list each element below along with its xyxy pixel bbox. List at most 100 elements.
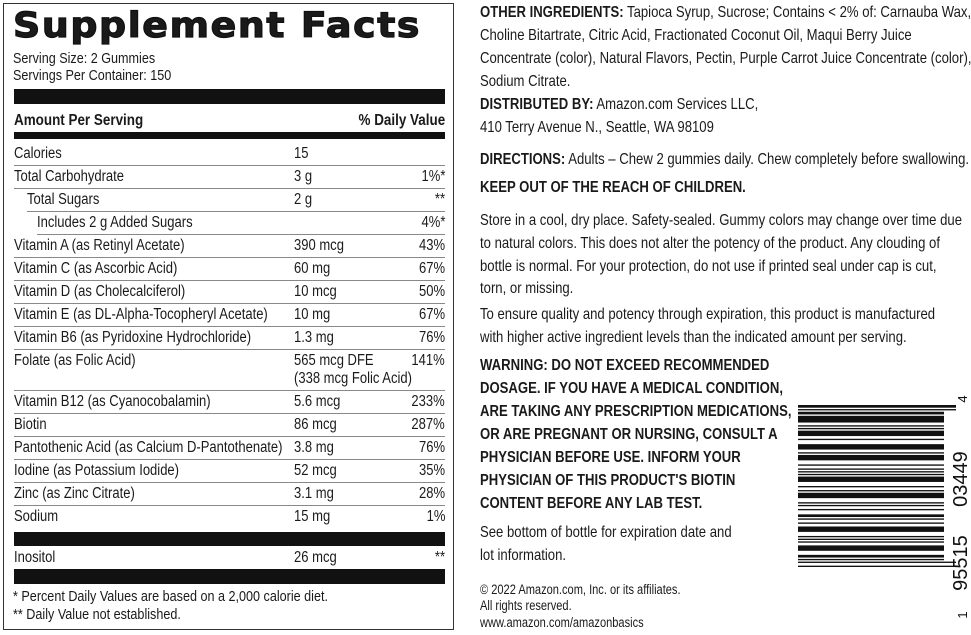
label-heading: PHYSICIAN OF THIS PRODUCT'S BIOTIN xyxy=(480,472,736,489)
thick-divider xyxy=(14,569,445,584)
label-text-line: CONTENT BEFORE ANY LAB TEST. xyxy=(480,495,702,513)
barcode-icon: 1 95515 03449 4 xyxy=(798,395,970,619)
label-heading: KEEP OUT OF THE REACH OF CHILDREN. xyxy=(480,179,746,196)
barcode-bar xyxy=(798,565,956,567)
label-text: Choline Bitartrate, Citric Acid, Fractio… xyxy=(480,27,912,44)
barcode-bar xyxy=(798,430,944,437)
label-text-line: KEEP OUT OF THE REACH OF CHILDREN. xyxy=(480,179,746,197)
nutrient-daily-value: 141% xyxy=(411,352,445,369)
label-text: lot information. xyxy=(480,547,567,564)
barcode-bar xyxy=(798,538,944,540)
thick-divider xyxy=(14,89,445,104)
serving-size: Serving Size: 2 Gummies xyxy=(13,50,156,67)
barcode-digits-left: 95515 xyxy=(950,535,970,591)
barcode-bar xyxy=(798,508,944,511)
table-header: Amount Per Serving % Daily Value xyxy=(14,108,445,134)
label-text-line: Choline Bitartrate, Citric Acid, Fractio… xyxy=(480,27,912,45)
nutrient-daily-value: 76% xyxy=(418,439,445,456)
barcode-bar xyxy=(798,561,956,563)
supplement-facts-panel: Supplement Facts Serving Size: 2 Gummies… xyxy=(3,3,454,630)
nutrient-row: Calories 15 xyxy=(14,142,445,166)
barcode-bar xyxy=(798,411,944,415)
nutrient-name: Vitamin E (as DL-Alpha-Tocopheryl Acetat… xyxy=(14,306,268,323)
nutrient-name: Sodium xyxy=(14,508,59,525)
barcode-bar xyxy=(798,541,944,543)
nutrient-daily-value: 1% xyxy=(426,508,445,525)
nutrient-name: Total Carbohydrate xyxy=(14,168,125,185)
barcode-bar xyxy=(798,490,944,492)
label-text-line: Concentrate (color), Natural Flavors, Pe… xyxy=(480,50,971,68)
nutrient-amount: 15 mg xyxy=(294,508,331,525)
nutrient-row: Total Sugars 2 g ** xyxy=(27,188,445,212)
barcode-bar xyxy=(798,471,944,473)
label-heading: PHYSICIAN BEFORE USE. INFORM YOUR xyxy=(480,449,741,466)
label-text: with higher active ingredient levels tha… xyxy=(480,329,907,346)
nutrient-name: Vitamin B6 (as Pyridoxine Hydrochloride) xyxy=(14,329,252,346)
nutrient-daily-value: 76% xyxy=(418,329,445,346)
barcode-bar xyxy=(798,535,944,538)
nutrient-amount: 86 mcg xyxy=(294,416,337,433)
label-heading: OR ARE PREGNANT OR NURSING, CONSULT A xyxy=(480,426,778,443)
label-text: Store in a cool, dry place. Safety-seale… xyxy=(480,212,963,229)
label-text: to natural colors. This does not alter t… xyxy=(480,235,940,252)
label-text-line: 410 Terry Avenue N., Seattle, WA 98109 xyxy=(480,119,714,137)
barcode-bar xyxy=(798,427,944,430)
label-text-line: Sodium Citrate. xyxy=(480,73,570,91)
label-text: Sodium Citrate. xyxy=(480,73,571,90)
label-text: 410 Terry Avenue N., Seattle, WA 98109 xyxy=(480,119,714,136)
label-text-line: OTHER INGREDIENTS: Tapioca Syrup, Sucros… xyxy=(480,4,971,22)
barcode-digits-check: 4 xyxy=(955,395,970,402)
barcode-bar xyxy=(798,438,944,441)
barcode-bar xyxy=(798,514,944,518)
label-text: www.amazon.com/amazonbasics xyxy=(480,615,644,630)
label-heading: OTHER INGREDIENTS: xyxy=(480,4,624,21)
nutrient-amount: 565 mcg DFE (338 mcg Folic Acid) xyxy=(294,352,412,387)
barcode-bar xyxy=(798,522,944,524)
barcode-bar xyxy=(798,476,944,482)
nutrient-amount: 3 g xyxy=(294,168,313,185)
nutrient-amount: 3.1 mg xyxy=(294,485,334,502)
label-text-line: DOSAGE. IF YOU HAVE A MEDICAL CONDITION, xyxy=(480,380,783,398)
label-text-line: PHYSICIAN OF THIS PRODUCT'S BIOTIN xyxy=(480,472,735,490)
medium-divider xyxy=(14,132,445,139)
label-heading: DIRECTIONS: xyxy=(480,151,566,168)
barcode-bar xyxy=(798,415,944,423)
label-text: All rights reserved. xyxy=(480,598,572,613)
label-heading: DOSAGE. IF YOU HAVE A MEDICAL CONDITION, xyxy=(480,380,784,397)
nutrient-name: Zinc (as Zinc Citrate) xyxy=(14,485,135,502)
panel-title: Supplement Facts xyxy=(12,5,422,46)
label-text-line: To ensure quality and potency through ex… xyxy=(480,306,935,324)
nutrient-amount: 60 mg xyxy=(294,260,331,277)
label-text-line: DISTRIBUTED BY: Amazon.com Services LLC, xyxy=(480,96,758,114)
barcode-digits-first: 1 xyxy=(955,611,970,618)
footnote-not-established: ** Daily Value not established. xyxy=(13,606,181,623)
nutrient-daily-value: 67% xyxy=(418,260,445,277)
nutrient-row: Sodium 15 mg 1% xyxy=(14,505,445,528)
barcode-bar xyxy=(798,492,944,499)
nutrient-daily-value: 4%* xyxy=(421,214,445,231)
label-text-line: www.amazon.com/amazonbasics xyxy=(480,615,644,630)
label-text: To ensure quality and potency through ex… xyxy=(480,306,936,323)
barcode-bar xyxy=(798,409,956,411)
label-text: Tapioca Syrup, Sucrose; Contains < 2% of… xyxy=(623,4,971,21)
nutrient-amount: 1.3 mg xyxy=(294,329,334,346)
label-text: See bottom of bottle for expiration date… xyxy=(480,524,732,541)
nutrient-amount: 10 mg xyxy=(294,306,331,323)
barcode-bar xyxy=(798,454,944,461)
barcode-bar xyxy=(798,473,944,476)
barcode-bar xyxy=(798,452,944,454)
nutrient-name: Total Sugars xyxy=(27,191,100,208)
barcode-bar xyxy=(798,464,944,466)
nutrient-daily-value: 50% xyxy=(418,283,445,300)
label-heading: WARNING: DO NOT EXCEED RECOMMENDED xyxy=(480,357,770,374)
nutrient-name: Vitamin A (as Retinyl Acetate) xyxy=(14,237,185,254)
label-text-line: lot information. xyxy=(480,547,566,565)
nutrient-row: Vitamin B6 (as Pyridoxine Hydrochloride)… xyxy=(14,326,445,350)
label-heading: ARE TAKING ANY PRESCRIPTION MEDICATIONS, xyxy=(480,403,792,420)
label-text-line: PHYSICIAN BEFORE USE. INFORM YOUR xyxy=(480,449,741,467)
nutrient-amount: 2 g xyxy=(294,191,313,208)
nutrient-amount: 10 mcg xyxy=(294,283,337,300)
barcode-bar xyxy=(798,554,944,558)
nutrient-daily-value: 67% xyxy=(418,306,445,323)
barcode-bar xyxy=(798,518,944,520)
